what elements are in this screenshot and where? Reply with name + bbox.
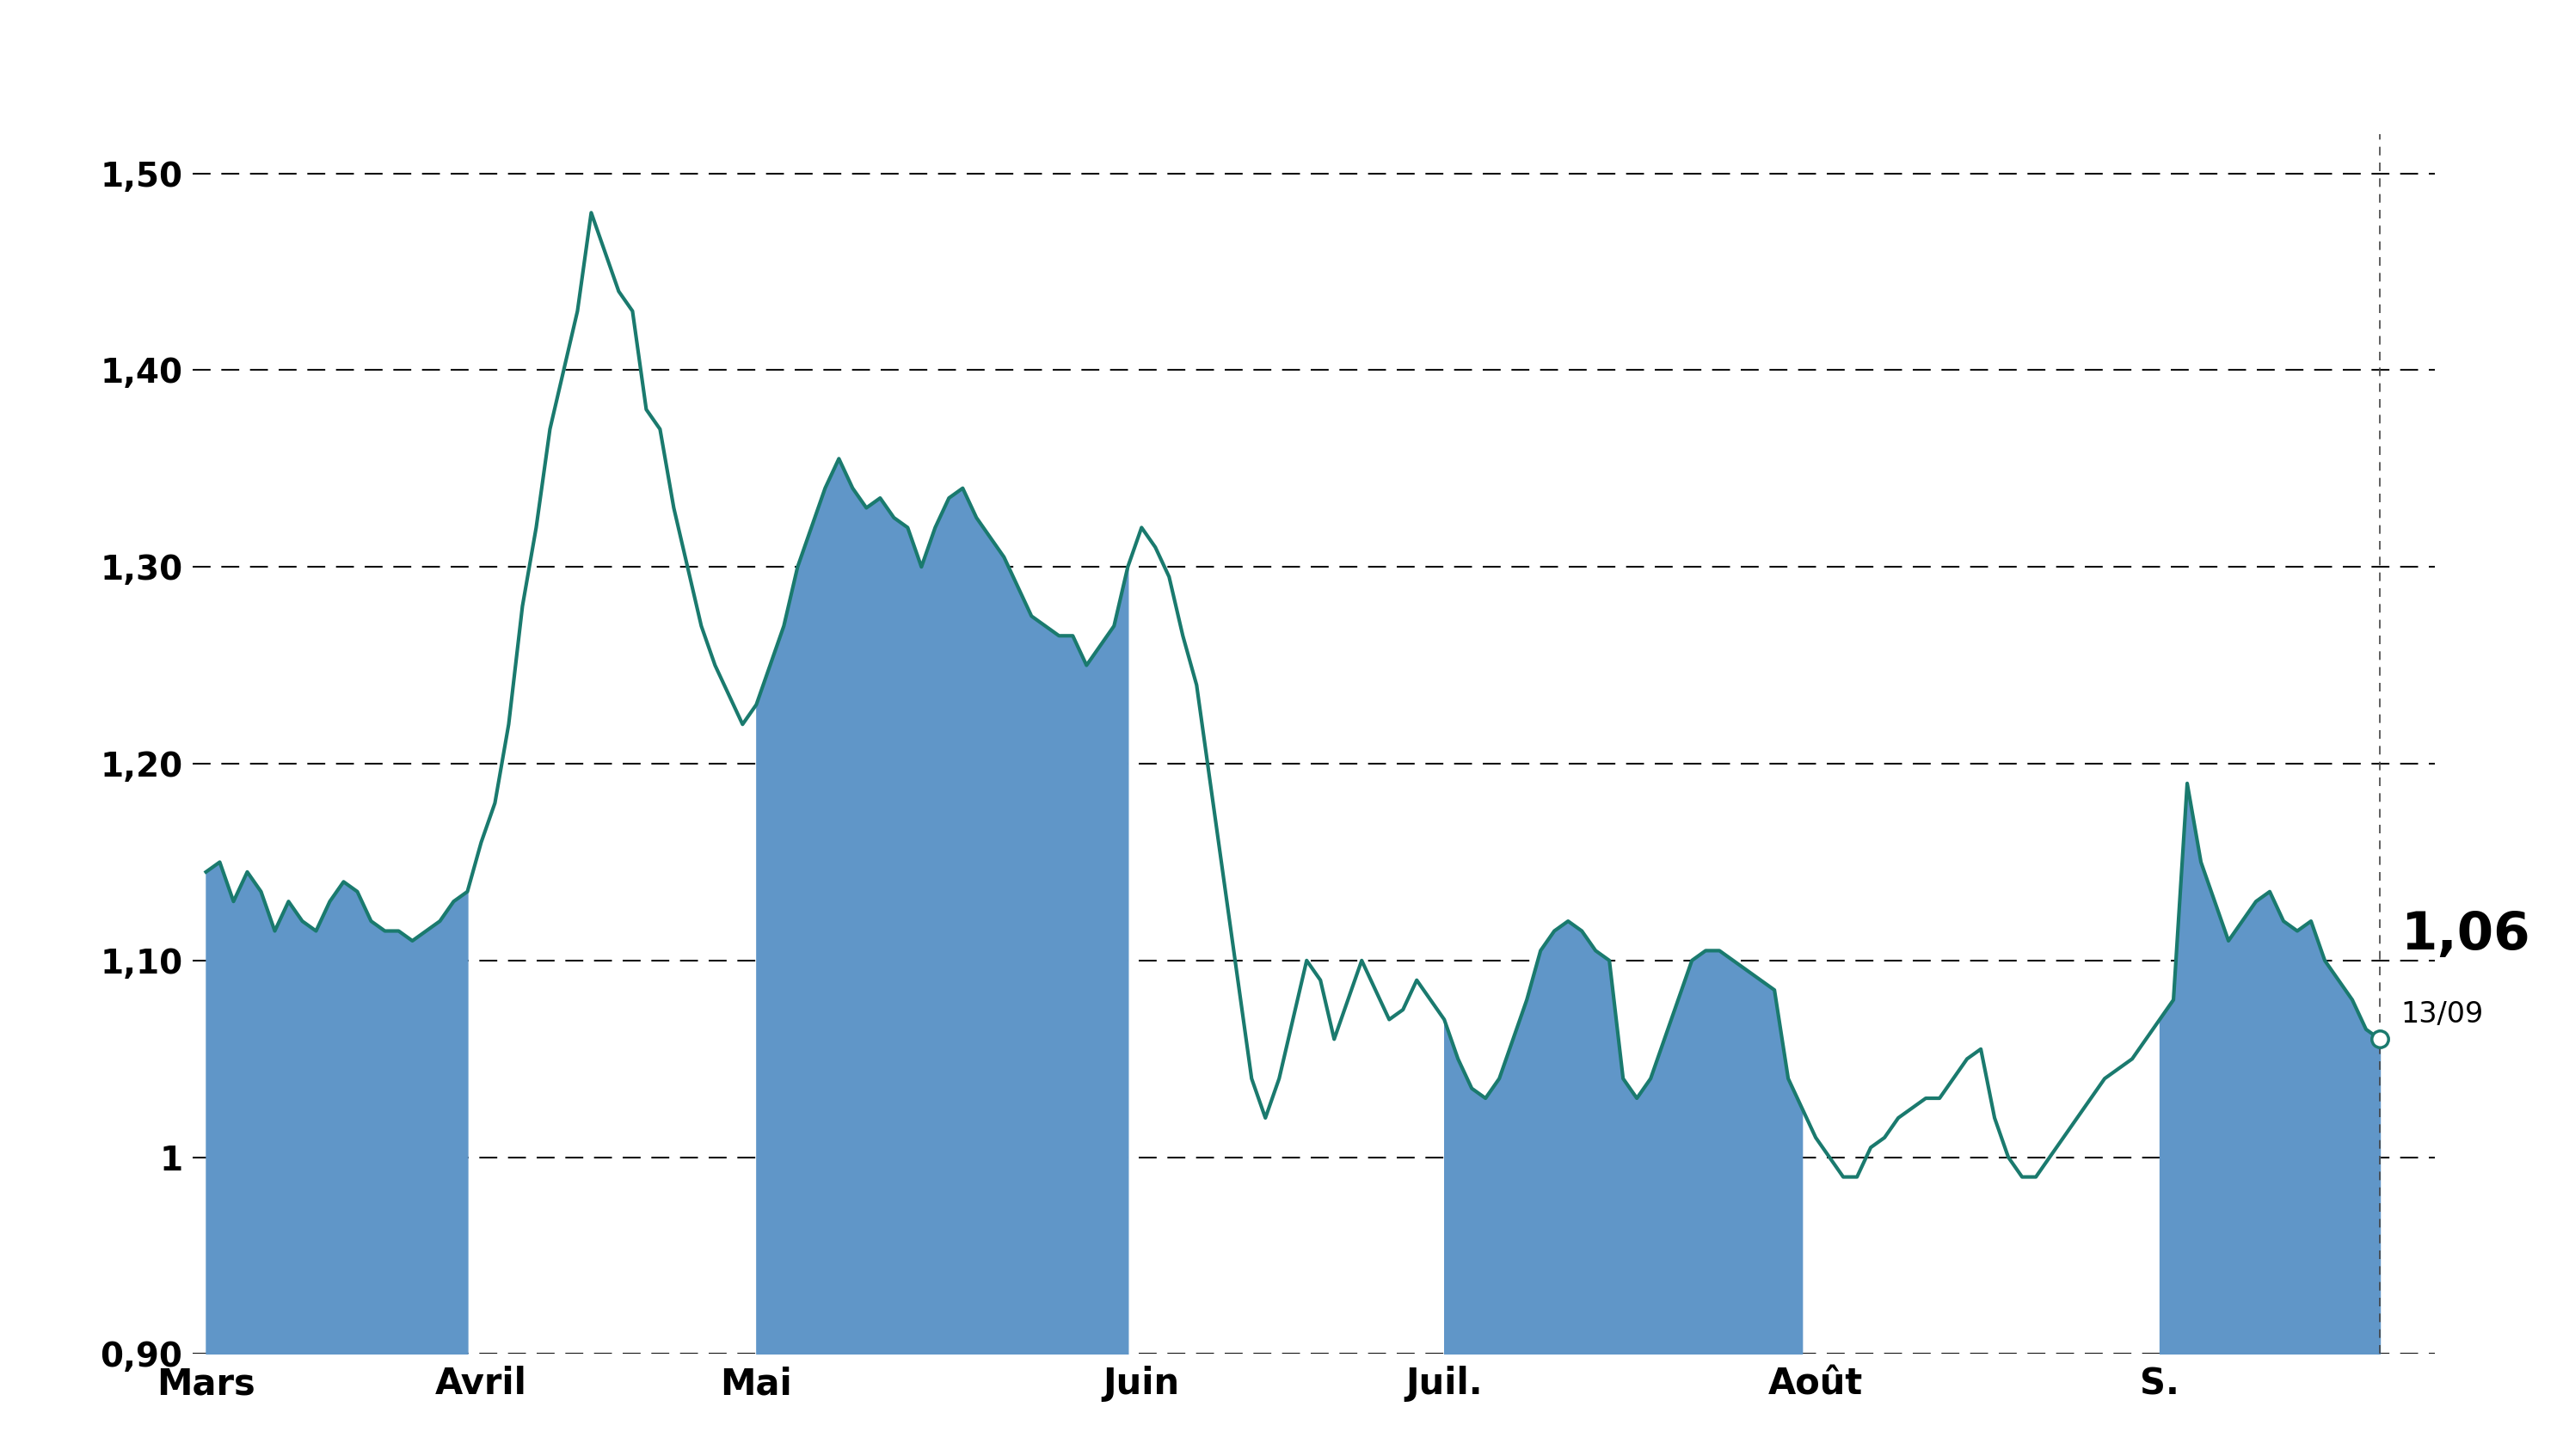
Text: 1,06: 1,06 [2402, 910, 2530, 961]
Text: TRANSGENE: TRANSGENE [989, 17, 1574, 102]
Text: 13/09: 13/09 [2402, 1000, 2484, 1028]
